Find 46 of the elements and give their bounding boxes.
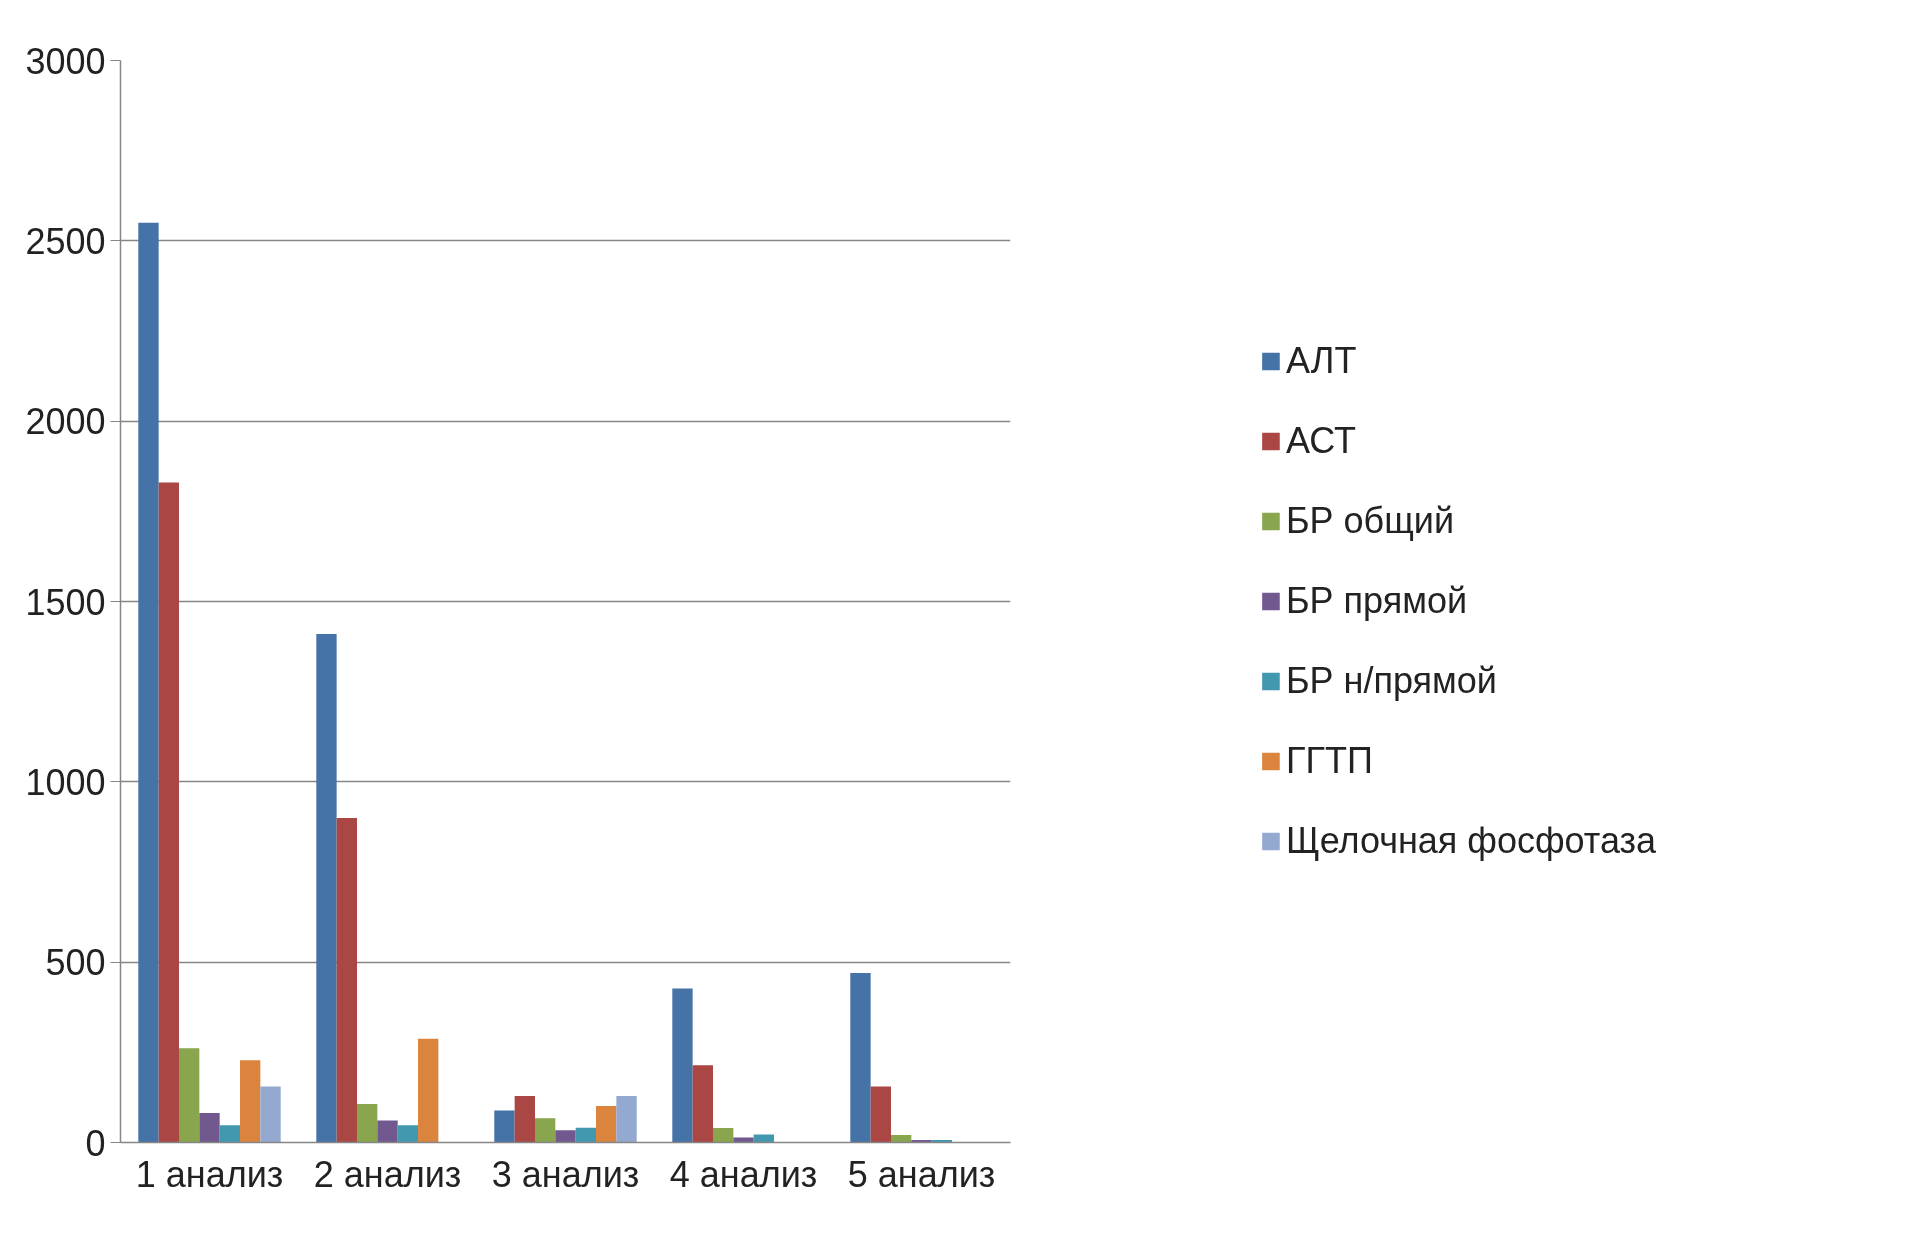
x-tick-label: 3 анализ [491,1153,640,1195]
legend-label: АСТ [1285,420,1356,462]
bar [575,1127,597,1143]
y-tick-label: 1500 [25,581,106,623]
bar [178,1048,200,1143]
legend-label: БР прямой [1285,580,1468,622]
y-tick-label: 2500 [25,220,106,262]
x-tick-label: 5 анализ [847,1153,996,1195]
y-tick-label: 0 [85,1122,106,1164]
legend-label: БР н/прямой [1285,660,1497,702]
bar [356,1103,378,1143]
y-tick-label: 1000 [25,761,106,803]
bar [199,1112,220,1143]
bar [890,1134,912,1143]
bar [397,1125,419,1143]
x-tick-label: 2 анализ [313,1153,462,1195]
bar [336,817,357,1143]
bar [672,988,693,1143]
y-tick-label: 3000 [25,40,106,82]
y-tick-label: 2000 [25,401,106,443]
bar [712,1128,734,1143]
bar [260,1086,281,1143]
x-tick-label: 4 анализ [669,1153,818,1195]
bar [850,972,871,1143]
bar [240,1060,261,1143]
bar [555,1130,576,1143]
bar [870,1086,891,1143]
legend-label: БР общий [1285,500,1455,542]
legend-label: ГГТП [1285,740,1373,782]
bar [418,1038,439,1143]
bar [316,633,337,1143]
bar [138,222,159,1143]
y-tick-label: 500 [45,942,106,984]
legend-label: АЛТ [1285,340,1357,382]
bar [733,1137,754,1143]
bar [616,1095,637,1143]
bar [219,1125,241,1143]
bar [534,1118,556,1143]
bar [158,482,179,1143]
bar [692,1065,713,1143]
legend-label: Щелочная фосфотаза [1285,820,1657,862]
bar [494,1110,515,1143]
bar [596,1106,617,1143]
bar [514,1095,535,1143]
x-tick-label: 1 анализ [135,1153,284,1195]
bar [377,1120,398,1143]
